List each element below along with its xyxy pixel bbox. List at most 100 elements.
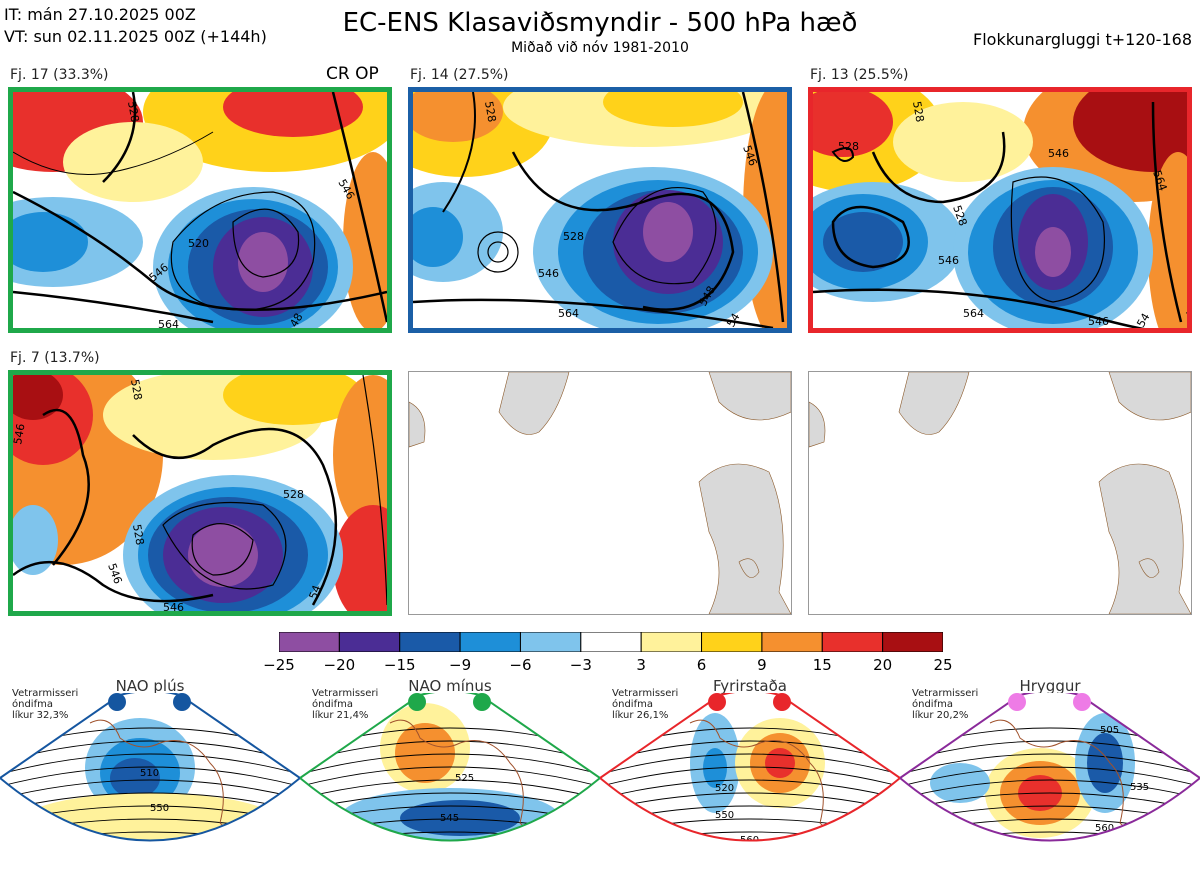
regime-contour-label: 505 [1100, 725, 1119, 736]
colorbar-segment [882, 632, 943, 652]
colorbar-tick-label: −6 [509, 656, 532, 674]
regime-contour-label: 510 [140, 768, 159, 779]
regime-stats-line: Vetrarmisseri [912, 688, 979, 699]
cluster-panel-2: 528 546 528 546 564 548 54 [408, 87, 792, 333]
regime-contour-label: 550 [715, 810, 734, 821]
cluster-panel-4: 546 528 528 528 546 546 54 [8, 370, 392, 616]
height-contour [0, 766, 300, 790]
contour-label: 528 [283, 488, 304, 501]
regime-stats-line: óndifma [912, 699, 953, 710]
height-contour [900, 831, 1200, 841]
regime-contour-label: 525 [455, 773, 474, 784]
height-contour [300, 831, 600, 841]
regime-outline [300, 693, 600, 842]
height-contour [300, 766, 600, 790]
regime-dot-icon [173, 693, 191, 711]
control-run-tag: CR OP [326, 64, 379, 84]
colorbar-tick-label: 25 [933, 656, 953, 674]
colorbar-segment [459, 632, 521, 652]
header-info: IT: mán 27.10.2025 00Z VT: sun 02.11.202… [4, 4, 267, 48]
colorbar-segment [640, 632, 703, 652]
colorbar-segment [821, 632, 884, 652]
regime-stats-line: líkur 26,1% [612, 710, 669, 721]
contour-label: 546 [1048, 147, 1069, 160]
regime-stats-line: óndifma [612, 699, 653, 710]
empty-map-panel-2 [808, 371, 1192, 615]
height-contour [900, 845, 1200, 861]
contour-label: 528 [128, 378, 144, 401]
regime-map: 525 545 565 [300, 693, 600, 861]
contour-label: 546 [163, 601, 184, 611]
contour-label: 564 [158, 318, 179, 328]
regime-title: NAO plús [115, 677, 185, 695]
regime-stats-line: óndifma [312, 699, 353, 710]
height-contour [300, 779, 600, 802]
colorbar-tick-label: 3 [636, 656, 646, 674]
regime-map: 510 550 [0, 693, 300, 842]
height-contour [0, 779, 300, 802]
cluster-3-label: Fj. 13 (25.5%) [810, 67, 909, 83]
contour-label: 528 [482, 100, 498, 123]
anomaly-shading [765, 748, 795, 778]
height-contour [900, 753, 1200, 778]
colorbar-tick-label: 15 [812, 656, 832, 674]
contour-label: 528 [910, 100, 926, 123]
cluster-panel-3: 528 528 546 528 546 564 546 564 54 [808, 87, 1192, 333]
regime-stats-line: líkur 20,2% [912, 710, 969, 721]
contour-label: 528 [130, 523, 146, 546]
anomaly-shading [20, 793, 280, 841]
height-contour [600, 831, 900, 841]
colorbar-segment [701, 632, 763, 652]
cluster-1-label: Fj. 17 (33.3%) [10, 67, 109, 83]
regime-dot-icon [1008, 693, 1026, 711]
contour-label: 564 [558, 307, 579, 320]
cluster-2-label: Fj. 14 (27.5%) [410, 67, 509, 83]
contour-label: 528 [838, 140, 859, 153]
anomaly-shading [930, 763, 990, 803]
contour-label: 546 [938, 254, 959, 267]
regime-stats: Vetrarmisseri óndifma líkur 21,4% [312, 688, 378, 721]
contour-label: 520 [188, 237, 209, 250]
height-contour [900, 766, 1200, 790]
contour-label: 54 [1134, 311, 1152, 328]
regime-stats-line: Vetrarmisseri [12, 688, 79, 699]
height-contour [300, 845, 600, 861]
regime-stats-line: óndifma [12, 699, 53, 710]
colorbar-tick-label: 9 [757, 656, 767, 674]
regime-contour-label: 550 [150, 803, 169, 814]
height-contour [0, 831, 300, 841]
colorbar-segment [580, 632, 642, 652]
regime-outline [900, 693, 1200, 842]
colorbar-tick-label: −9 [449, 656, 472, 674]
colorbar-tick-label: −20 [323, 656, 356, 674]
regime-dot-icon [708, 693, 726, 711]
regime-dot-icon [108, 693, 126, 711]
contour-label: 546 [1088, 315, 1109, 328]
cluster-window: Flokkunargluggi t+120-168 [973, 30, 1192, 49]
regime-outline [600, 693, 900, 842]
anomaly-shading [400, 800, 520, 836]
height-contour [900, 779, 1200, 802]
contour-label: 564 [963, 307, 984, 320]
height-contour [600, 779, 900, 802]
height-contour [600, 845, 900, 861]
regime-map: 520 550 560 [600, 693, 900, 861]
height-contour [600, 766, 900, 790]
colorbar-tick-label: −15 [383, 656, 416, 674]
empty-map-panel-1 [408, 371, 792, 615]
regime-stats-line: Vetrarmisseri [612, 688, 679, 699]
regime-contour-label: 560 [740, 835, 759, 846]
regime-stats: Vetrarmisseri óndifma líkur 32,3% [12, 688, 78, 721]
colorbar-tick-label: 6 [696, 656, 707, 674]
regime-contour-label: 545 [440, 813, 459, 824]
colorbar-segment [338, 632, 401, 652]
regime-stats-line: líkur 32,3% [12, 710, 69, 721]
regime-title: Hryggur [1019, 677, 1081, 695]
colorbar-segment [519, 632, 582, 652]
height-contour [0, 753, 300, 778]
regime-title: Fyrirstaða [713, 677, 787, 695]
regime-title: NAO mínus [408, 677, 492, 695]
regime-contour-label: 565 [450, 850, 469, 861]
colorbar-tick-label: 20 [873, 656, 893, 674]
regime-dot-icon [473, 693, 491, 711]
